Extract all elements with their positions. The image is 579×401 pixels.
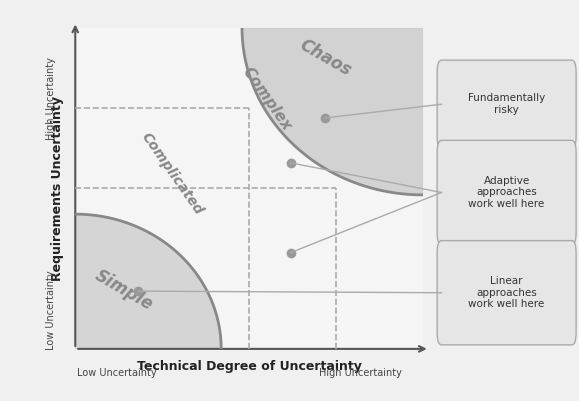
Text: Complex: Complex [239,65,294,134]
Y-axis label: Requirements Uncertainty: Requirements Uncertainty [51,96,64,281]
Text: Low Uncertainty: Low Uncertainty [46,271,56,350]
FancyBboxPatch shape [437,241,576,345]
Text: High Uncertainty: High Uncertainty [46,57,56,140]
FancyBboxPatch shape [437,140,576,245]
Polygon shape [75,214,221,349]
Text: Low Uncertainty: Low Uncertainty [77,368,157,378]
Text: Linear
approaches
work well here: Linear approaches work well here [468,276,545,309]
Text: Adaptive
approaches
work well here: Adaptive approaches work well here [468,176,545,209]
Text: High Uncertainty: High Uncertainty [318,368,402,378]
Text: Simple: Simple [91,267,156,314]
Text: Chaos: Chaos [296,36,354,80]
X-axis label: Technical Degree of Uncertainty: Technical Degree of Uncertainty [137,360,361,373]
Text: Complicated: Complicated [139,130,206,217]
FancyBboxPatch shape [437,60,576,148]
Polygon shape [242,28,423,195]
Text: Fundamentally
risky: Fundamentally risky [468,93,545,115]
